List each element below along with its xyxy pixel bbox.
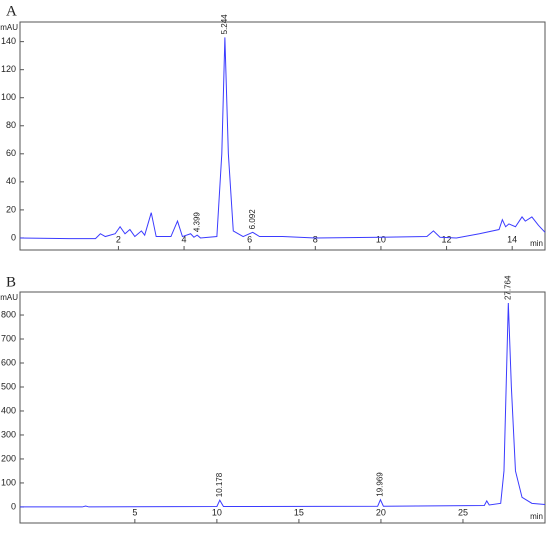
x-tick-label: 12	[442, 234, 452, 244]
x-tick-label: 6	[247, 234, 252, 244]
x-tick-label: 25	[458, 507, 468, 517]
y-tick-label: 100	[1, 477, 16, 487]
y-tick-label: 0	[11, 232, 16, 242]
x-axis-label: min	[530, 512, 543, 521]
y-tick-label: 500	[1, 381, 16, 391]
y-tick-label: 40	[6, 176, 16, 186]
y-tick-label: 300	[1, 429, 16, 439]
x-tick-label: 10	[376, 234, 386, 244]
y-tick-label: 800	[1, 309, 16, 319]
y-tick-label: 200	[1, 453, 16, 463]
panel-label: B	[6, 274, 16, 290]
plot-frame	[19, 291, 546, 524]
y-tick-label: 60	[6, 148, 16, 158]
trace-line	[20, 303, 546, 508]
y-tick-label: 120	[1, 64, 16, 74]
x-tick-label: 14	[507, 234, 517, 244]
y-tick-label: 0	[11, 501, 16, 511]
x-tick-label: 2	[116, 234, 121, 244]
y-tick-label: 140	[1, 36, 16, 46]
trace-line	[19, 37, 546, 240]
y-axis-label: mAU	[0, 23, 18, 32]
x-tick-label: 4	[182, 234, 187, 244]
peak-label: 6.092	[248, 209, 257, 230]
y-tick-label: 20	[6, 204, 16, 214]
plot-frame	[19, 21, 546, 251]
x-tick-label: 8	[313, 234, 318, 244]
y-tick-label: 700	[1, 333, 16, 343]
peak-label: 10.178	[215, 472, 224, 497]
y-tick-label: 80	[6, 120, 16, 130]
peak-label: 5.244	[220, 14, 229, 35]
peak-label: 4.399	[192, 212, 201, 233]
x-tick-label: 15	[294, 507, 304, 517]
peak-label: 27.764	[503, 275, 512, 300]
x-axis-label: min	[530, 239, 543, 248]
y-tick-label: 600	[1, 357, 16, 367]
x-tick-label: 10	[212, 507, 222, 517]
panel-label: A	[6, 3, 17, 19]
x-tick-label: 20	[376, 507, 386, 517]
y-tick-label: 100	[1, 92, 16, 102]
y-tick-label: 400	[1, 405, 16, 415]
y-axis-label: mAU	[0, 293, 18, 302]
x-tick-label: 5	[132, 507, 137, 517]
peak-label: 19.969	[376, 472, 385, 497]
